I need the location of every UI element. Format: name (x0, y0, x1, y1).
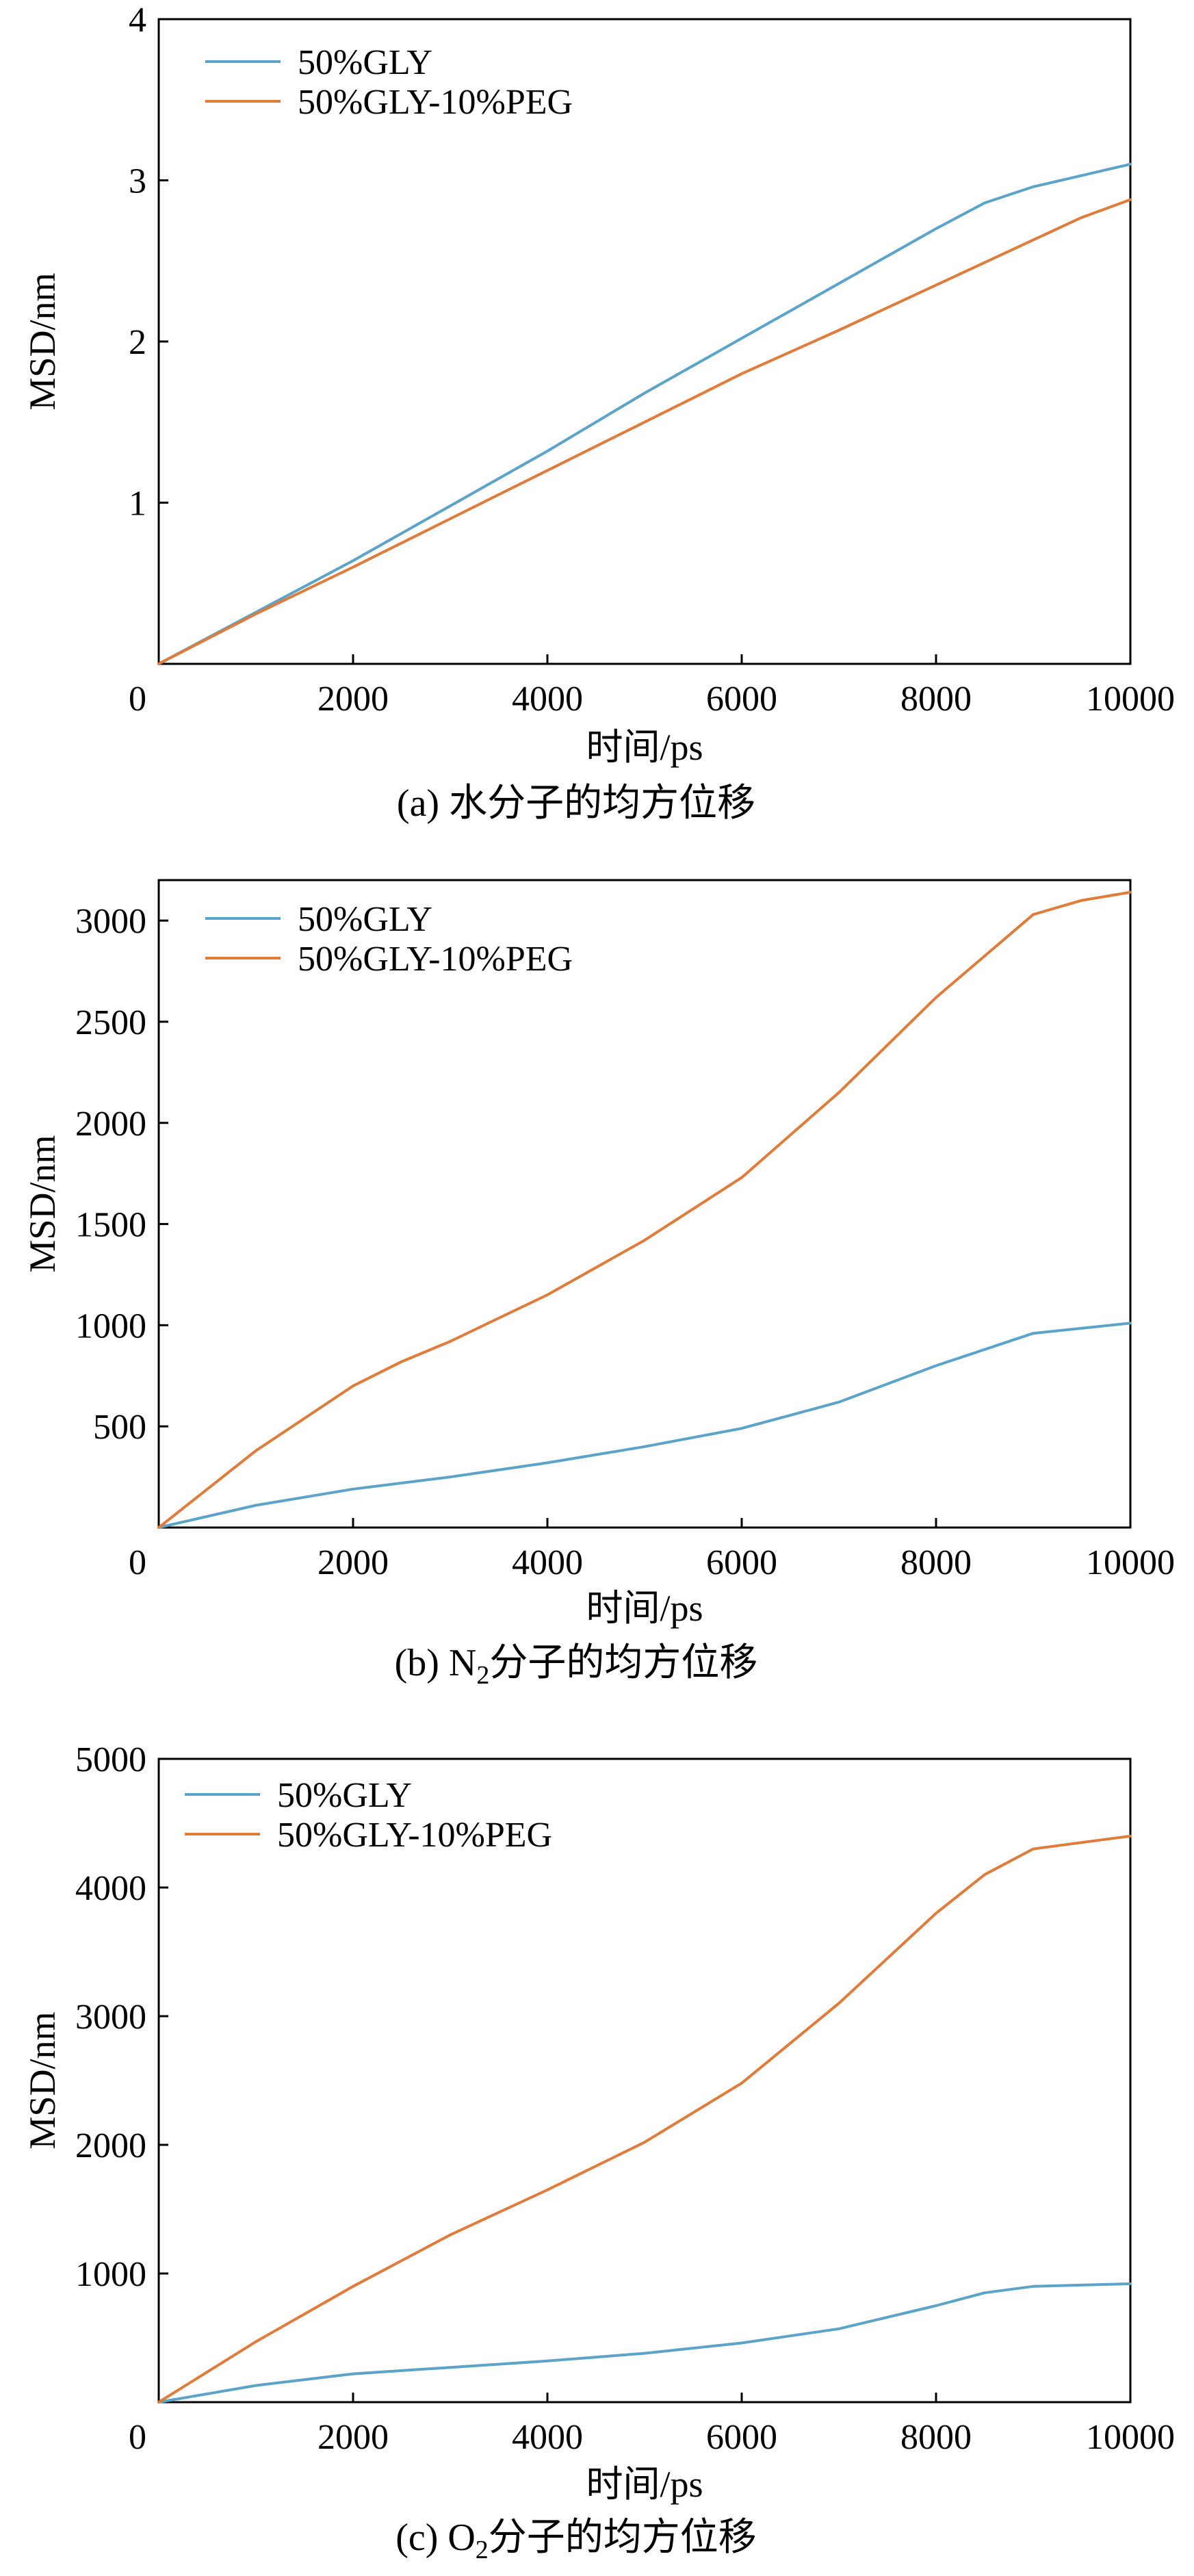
x-tick-label: 6000 (706, 680, 777, 719)
x-tick-label: 2000 (317, 2418, 389, 2457)
legend-label-2: 50%GLY-10%PEG (298, 940, 573, 979)
legend-label-1: 50%GLY (277, 1776, 412, 1815)
x-tick-label: 6000 (706, 2418, 777, 2457)
y-tick-label: 3000 (75, 1998, 146, 2037)
chart-caption: (a) 水分子的均方位移 (397, 782, 755, 825)
legend-label-1: 50%GLY (298, 900, 432, 939)
y-tick-label: 2000 (75, 2126, 146, 2165)
y-tick-label: 3 (129, 162, 146, 201)
x-axis-label: 时间/ps (586, 2464, 703, 2505)
x-axis-label: 时间/ps (586, 727, 703, 768)
y-tick-label: 4 (129, 1, 146, 40)
legend-label-2: 50%GLY-10%PEG (298, 83, 573, 122)
series-line-1 (157, 2282, 1132, 2404)
y-axis-label: MSD/nm (22, 272, 63, 410)
x-tick-label: 10000 (1086, 1543, 1175, 1582)
chart-panel-3: 0 2000 4000 6000 8000 10000 1000 2000 3000 4000 50… (22, 1740, 1175, 2564)
chart-panel-1: 0 2000 4000 6000 8000 10000 1 2 3 4 时间/ps MSD/nm 50%… (22, 1, 1175, 825)
series-line-1 (157, 162, 1132, 665)
series-line-1 (157, 1322, 1132, 1529)
x-tick-label: 8000 (900, 2418, 972, 2457)
x-tick-label: 4000 (512, 2418, 583, 2457)
x-tick-label: 2000 (317, 1543, 389, 1582)
x-tick-label: 2000 (317, 680, 389, 719)
x-tick-label: 0 (129, 2418, 146, 2457)
x-tick-label: 8000 (900, 1543, 972, 1582)
x-tick-label: 6000 (706, 1543, 777, 1582)
y-tick-label: 4000 (75, 1869, 146, 1908)
y-tick-label: 500 (93, 1408, 146, 1447)
x-axis-label: 时间/ps (586, 1588, 703, 1629)
x-tick-label: 4000 (512, 1543, 583, 1582)
legend-label-1: 50%GLY (298, 43, 432, 82)
x-tick-label: 8000 (900, 680, 972, 719)
plot-frame (157, 879, 1132, 1529)
y-tick-label: 3000 (75, 902, 146, 941)
y-tick-label: 1000 (75, 1306, 146, 1345)
y-axis-label: MSD/nm (22, 1135, 63, 1272)
series-line-2 (157, 1834, 1132, 2404)
y-tick-label: 2000 (75, 1105, 146, 1144)
y-axis-label: MSD/nm (22, 2011, 63, 2149)
x-tick-label: 10000 (1086, 680, 1175, 719)
series-line-2 (157, 890, 1132, 1529)
x-tick-label: 4000 (512, 680, 583, 719)
x-tick-label: 10000 (1086, 2418, 1175, 2457)
y-tick-label: 1500 (75, 1206, 146, 1245)
y-tick-label: 5000 (75, 1740, 146, 1779)
series-line-2 (157, 198, 1132, 665)
x-tick-label: 0 (129, 680, 146, 719)
chart-caption: (c) O2分子的均方位移 (395, 2516, 757, 2564)
y-tick-label: 1 (129, 485, 146, 524)
chart-caption: (b) N2分子的均方位移 (395, 1642, 758, 1690)
chart-panel-2: 0 2000 4000 6000 8000 10000 500 1000 1500 2000 250… (22, 879, 1175, 1690)
y-tick-label: 1000 (75, 2255, 146, 2294)
y-tick-label: 2500 (75, 1003, 146, 1042)
y-tick-label: 2 (129, 323, 146, 362)
legend-label-2: 50%GLY-10%PEG (277, 1816, 552, 1855)
x-tick-label: 0 (129, 1543, 146, 1582)
plot-frame (157, 1757, 1132, 2404)
